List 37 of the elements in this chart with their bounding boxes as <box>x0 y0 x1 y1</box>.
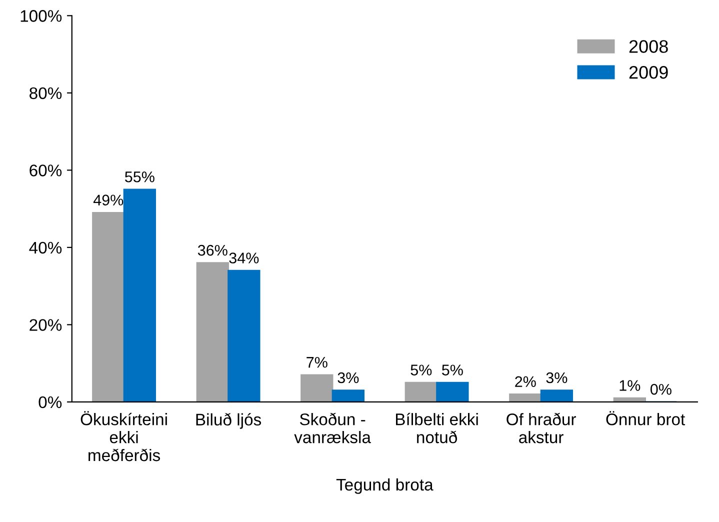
data-label: 5% <box>410 364 432 376</box>
bar <box>228 270 260 402</box>
bar <box>196 262 229 402</box>
x-tick-label: Of hraður akstur <box>506 412 576 444</box>
y-tick-label: 60% <box>30 164 62 176</box>
x-axis-title: Tegund brota <box>336 478 434 494</box>
bar <box>300 374 334 402</box>
data-label: 1% <box>620 380 640 391</box>
data-label: 0% <box>650 384 672 395</box>
bar <box>540 390 574 402</box>
data-label: 36% <box>198 244 228 256</box>
data-label: 5% <box>442 364 463 376</box>
data-label: 3% <box>338 372 359 384</box>
data-label: 2% <box>515 376 536 387</box>
x-tick-label: Önnur brot <box>606 411 686 426</box>
data-label: 49% <box>93 194 124 206</box>
bar <box>509 394 542 402</box>
y-tick-label: 20% <box>30 319 62 331</box>
y-tick-label: 80% <box>30 87 62 100</box>
legend-label: 2009 <box>629 66 668 79</box>
bar <box>92 212 125 402</box>
bar <box>404 382 438 402</box>
data-label: 55% <box>124 172 154 182</box>
x-tick-label: Biluð ljós <box>196 413 262 429</box>
x-tick-label: Ökuskírteini ekki meðferðis <box>80 411 167 462</box>
x-tick-label: Skoðun - vanræksla <box>294 412 371 444</box>
legend-label: 2008 <box>629 40 668 53</box>
y-tick-label: 100% <box>20 10 62 22</box>
bar <box>332 390 365 402</box>
bar <box>123 188 156 402</box>
y-tick-label: 40% <box>29 242 62 254</box>
y-tick-label: 0% <box>38 396 62 408</box>
bar <box>436 382 469 402</box>
data-label: 3% <box>546 372 568 384</box>
data-label: 7% <box>306 356 328 368</box>
data-label: 34% <box>229 252 259 264</box>
x-tick-label: Bílbelti ekki notuð <box>396 412 478 444</box>
